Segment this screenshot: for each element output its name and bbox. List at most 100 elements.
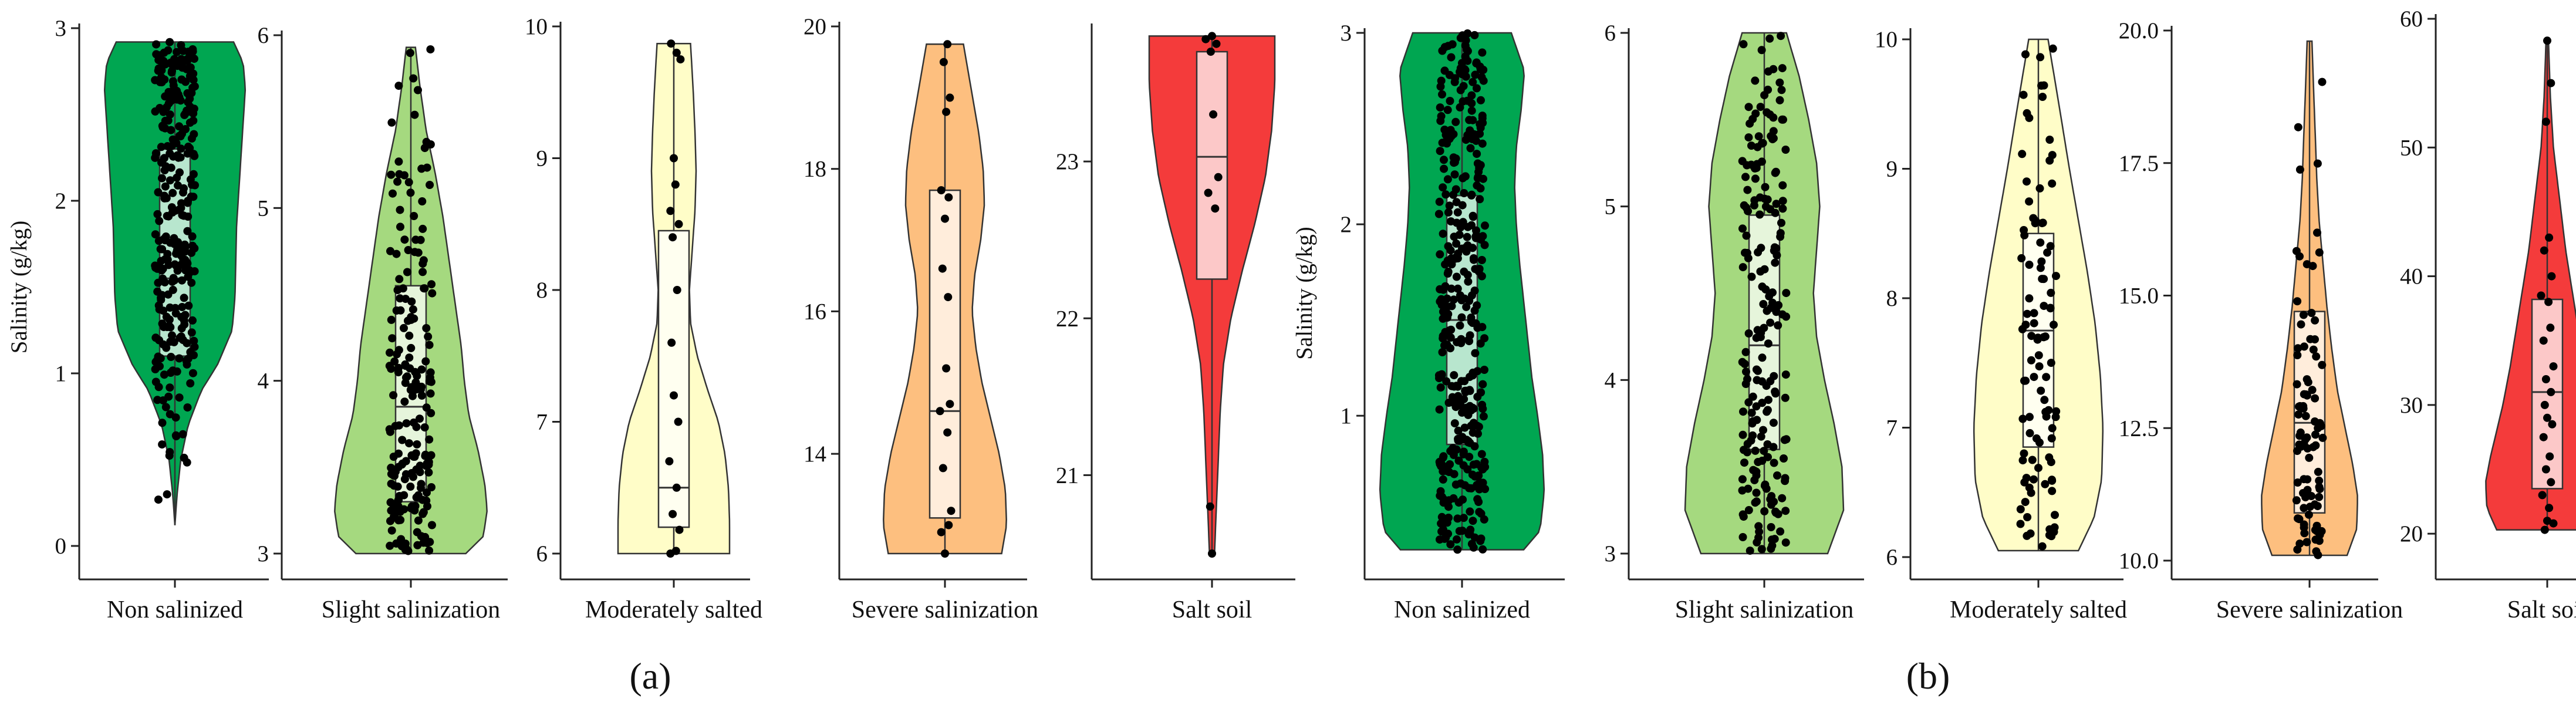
data-point xyxy=(424,332,433,341)
data-point xyxy=(1753,160,1761,168)
data-point xyxy=(1481,485,1490,493)
data-point xyxy=(2300,342,2308,351)
data-point xyxy=(1458,527,1467,535)
data-point xyxy=(1465,484,1474,493)
data-point xyxy=(418,224,427,233)
data-point xyxy=(2023,177,2031,186)
data-point xyxy=(1444,242,1453,251)
data-point xyxy=(2547,79,2555,87)
data-point xyxy=(2537,291,2545,300)
data-point xyxy=(1468,211,1477,220)
data-point xyxy=(1738,533,1747,541)
data-point xyxy=(186,63,195,72)
data-point xyxy=(417,164,426,173)
data-point xyxy=(1435,405,1444,414)
data-point xyxy=(938,464,947,473)
data-point xyxy=(2300,529,2309,538)
data-point xyxy=(2545,233,2554,242)
data-point xyxy=(178,276,186,285)
data-point xyxy=(416,461,424,470)
data-point xyxy=(419,256,428,265)
data-point xyxy=(189,150,198,158)
data-point xyxy=(1760,507,1769,515)
data-point xyxy=(1466,144,1475,153)
data-point xyxy=(1743,186,1752,194)
data-point xyxy=(401,457,410,466)
data-point xyxy=(2018,414,2027,423)
data-point xyxy=(1450,170,1459,179)
data-point xyxy=(1445,201,1454,210)
data-point xyxy=(1477,96,1485,104)
data-point xyxy=(395,275,404,284)
data-point xyxy=(416,468,424,477)
data-point xyxy=(1763,407,1771,416)
data-point xyxy=(937,528,946,537)
data-point xyxy=(946,93,954,102)
data-point xyxy=(1477,509,1485,518)
data-point xyxy=(669,233,677,242)
y-tick-label: 3 xyxy=(258,541,269,566)
data-point xyxy=(164,212,173,221)
data-point xyxy=(1775,96,1784,104)
data-point xyxy=(2548,420,2557,429)
data-point xyxy=(1749,466,1758,474)
data-point xyxy=(2040,81,2048,90)
data-point xyxy=(1758,377,1767,386)
data-point xyxy=(1781,146,1790,154)
y-tick-label: 60 xyxy=(2400,6,2423,32)
data-point xyxy=(386,427,394,436)
data-point xyxy=(173,48,181,56)
data-point xyxy=(417,484,426,493)
data-point xyxy=(674,220,683,228)
data-point xyxy=(1439,475,1447,484)
data-point xyxy=(2047,288,2055,297)
data-point xyxy=(2025,294,2034,303)
data-point xyxy=(1452,240,1461,248)
data-point xyxy=(1770,247,1778,255)
data-point xyxy=(426,181,434,189)
data-point xyxy=(1450,77,1459,86)
data-point xyxy=(422,461,430,470)
data-point xyxy=(1464,410,1473,419)
data-point xyxy=(1771,387,1780,396)
data-point xyxy=(177,261,185,269)
data-point xyxy=(1478,323,1487,332)
data-point xyxy=(151,230,160,239)
data-point xyxy=(396,205,404,214)
data-point xyxy=(1452,272,1461,281)
data-point xyxy=(1454,249,1463,258)
data-point xyxy=(427,377,435,386)
data-point xyxy=(160,166,169,174)
y-tick-label: 6 xyxy=(1886,545,1898,570)
data-point xyxy=(2304,510,2313,519)
data-point xyxy=(666,207,675,215)
data-point xyxy=(1768,288,1777,297)
data-point xyxy=(1781,507,1790,515)
data-point xyxy=(1455,231,1464,239)
data-point xyxy=(401,295,410,303)
data-point xyxy=(2027,356,2035,365)
y-tick-label: 4 xyxy=(258,369,269,394)
data-point xyxy=(1778,64,1787,73)
violin-panel-8: 6 7 8 9 10 Moderately salted xyxy=(1875,27,2127,623)
category-label: Severe salinization xyxy=(852,596,1038,623)
data-point xyxy=(2017,254,2026,262)
data-point xyxy=(1456,321,1464,330)
data-point xyxy=(2299,311,2308,319)
data-point xyxy=(387,170,396,179)
data-point xyxy=(2311,430,2320,439)
data-point xyxy=(1435,374,1443,383)
data-point xyxy=(1437,519,1446,528)
data-point xyxy=(1441,130,1450,139)
data-point xyxy=(1471,234,1480,242)
data-point xyxy=(2304,378,2312,387)
data-point xyxy=(428,521,436,529)
data-point xyxy=(183,356,191,365)
y-tick-label: 23 xyxy=(1056,149,1079,174)
data-point xyxy=(1773,471,1781,480)
data-point xyxy=(420,284,428,293)
data-point xyxy=(402,373,410,382)
data-point xyxy=(392,306,401,315)
data-point xyxy=(1454,426,1463,435)
data-point xyxy=(166,410,174,419)
